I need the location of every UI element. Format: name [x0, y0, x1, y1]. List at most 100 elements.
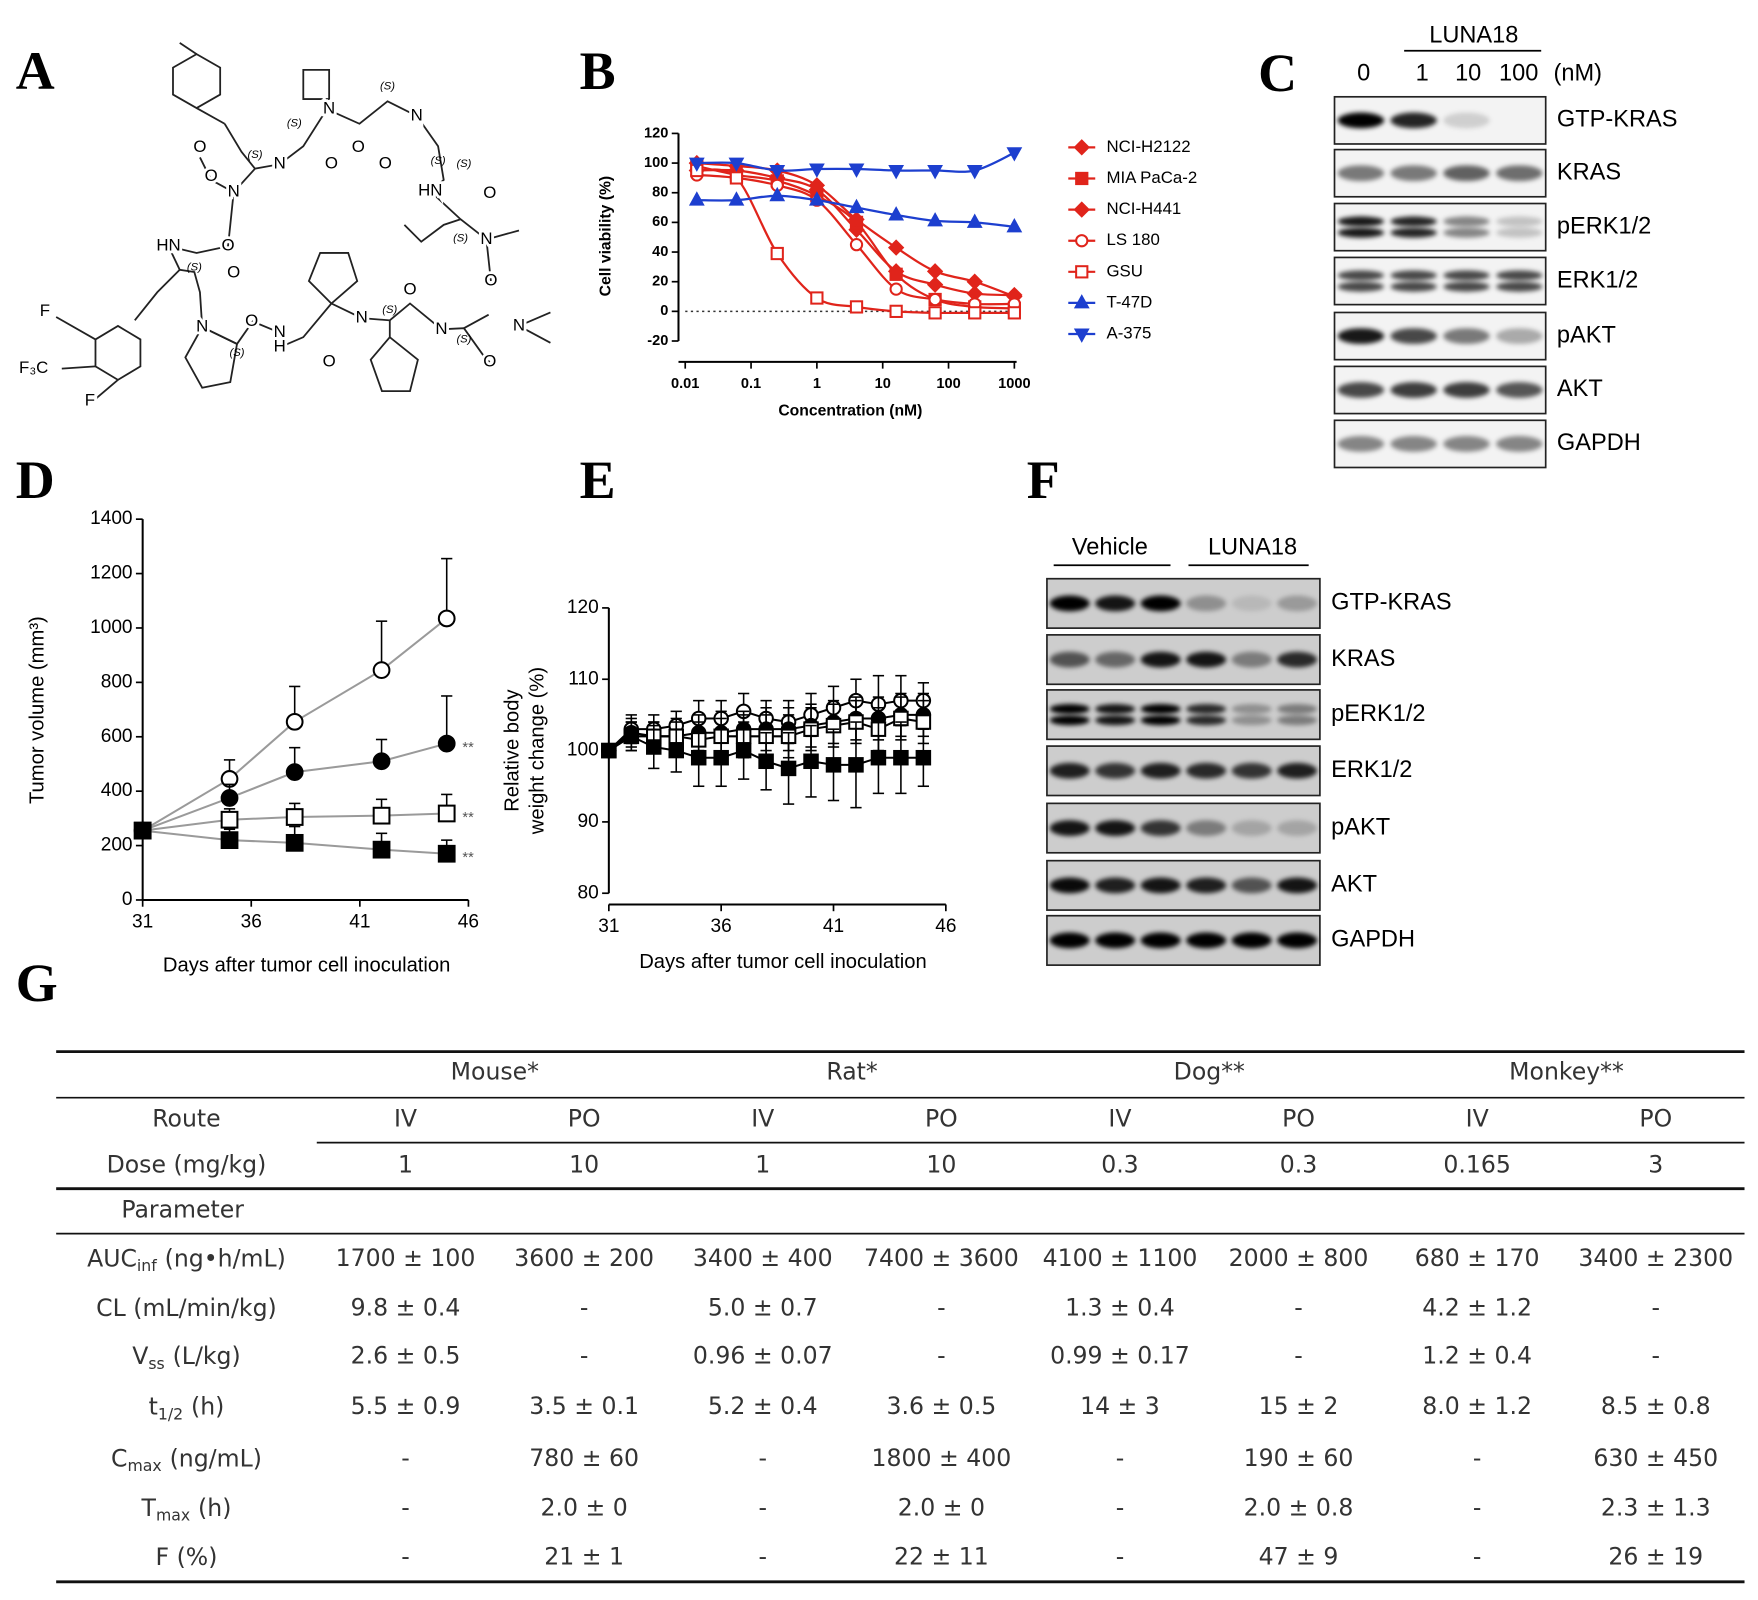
table-cell: - — [1652, 1293, 1661, 1321]
lane-label: 10 — [1455, 60, 1481, 86]
marker — [926, 263, 944, 280]
y-tick-label: 110 — [568, 668, 598, 689]
table-cell: 2.0 ± 0.8 — [1244, 1493, 1354, 1521]
y-axis-label: Tumor volume (mm³) — [27, 616, 49, 804]
x-tick-label: 36 — [711, 916, 732, 937]
blot-band — [1140, 820, 1181, 836]
panel-letter: G — [16, 953, 58, 1013]
stereo-label: (S) — [287, 118, 302, 130]
blot-band — [1277, 877, 1318, 894]
dose-cell: 1 — [755, 1151, 770, 1179]
table-cell: 780 ± 60 — [529, 1444, 639, 1472]
marker — [758, 753, 774, 770]
table-cell: 26 ± 19 — [1608, 1543, 1703, 1571]
table-cell: 8.5 ± 0.8 — [1601, 1392, 1711, 1420]
y-tick-label: 1200 — [90, 563, 132, 584]
table-cell: 3.6 ± 0.5 — [886, 1392, 996, 1420]
y-tick-label: 60 — [652, 214, 668, 230]
y-tick-label: 120 — [644, 125, 668, 141]
atom-label: O — [227, 263, 240, 282]
marker — [1075, 234, 1089, 248]
blot-band — [1277, 762, 1318, 779]
table-cell: 7400 ± 3600 — [864, 1244, 1019, 1272]
parameter-name: CL (mL/min/kg) — [96, 1293, 277, 1321]
table-cell: - — [401, 1543, 410, 1571]
blot-band — [1140, 877, 1181, 894]
table-cell: 14 ± 3 — [1080, 1392, 1160, 1420]
marker — [888, 206, 905, 221]
blot-row-label: GAPDH — [1331, 926, 1415, 952]
parameter-label: CL (mL/min/kg) — [96, 1293, 277, 1321]
structure-bonds — [55, 42, 551, 400]
stereo-label: (S) — [382, 304, 397, 316]
route-cell: IV — [1466, 1105, 1489, 1133]
y-axis-label: Relative body — [502, 688, 524, 811]
marker — [728, 191, 745, 206]
marker — [927, 164, 943, 180]
x-tick-label: 46 — [935, 916, 956, 937]
legend-label: T-47D — [1106, 292, 1152, 311]
y-tick-label: 200 — [101, 835, 133, 856]
table-cell: - — [758, 1543, 767, 1571]
table-cell: 4.2 ± 1.2 — [1422, 1293, 1532, 1321]
blot-band — [1049, 651, 1090, 668]
blot-band — [1186, 820, 1227, 836]
route-cell: IV — [394, 1105, 417, 1133]
marker — [926, 276, 944, 293]
annotation: ** — [462, 740, 474, 756]
blot-band — [1496, 436, 1543, 452]
blot-band — [1496, 165, 1543, 182]
stereo-label: (S) — [431, 155, 446, 167]
atom-label: N — [356, 308, 368, 327]
table-cell: 0.99 ± 0.17 — [1050, 1342, 1190, 1370]
marker — [889, 282, 903, 296]
route-cell: PO — [568, 1105, 601, 1133]
route-cell: PO — [925, 1105, 958, 1133]
species-header: Dog** — [1174, 1057, 1245, 1085]
blot-band — [1049, 715, 1090, 726]
blot-band — [1186, 877, 1227, 894]
blot-band — [1443, 112, 1490, 129]
x-tick-label: 1000 — [998, 376, 1030, 392]
marker — [915, 714, 932, 730]
blot-row-label: KRAS — [1331, 645, 1395, 671]
marker — [769, 186, 786, 202]
blot-band — [1337, 270, 1385, 281]
blot-strip — [1046, 859, 1321, 911]
parameter-subscript: max — [156, 1505, 190, 1524]
table-cell: 2.3 ± 1.3 — [1601, 1493, 1711, 1521]
dose-cell: 0.3 — [1101, 1151, 1139, 1179]
annotation: ** — [462, 810, 474, 826]
marker — [623, 728, 640, 745]
parameter-label: Vss (L/kg) — [132, 1342, 241, 1373]
atom-label: H — [274, 337, 286, 356]
x-tick-label: 41 — [823, 916, 844, 937]
dose-cell: 10 — [569, 1151, 599, 1179]
table-cell: 15 ± 2 — [1259, 1392, 1339, 1420]
lane-unit: (nM) — [1554, 60, 1602, 86]
table-cell: 1700 ± 100 — [336, 1244, 476, 1272]
blot-row-label: AKT — [1331, 871, 1377, 897]
blot-band — [1186, 932, 1227, 949]
route-cell: PO — [1282, 1105, 1315, 1133]
table-cell: 190 ± 60 — [1244, 1444, 1354, 1472]
parameter-unit: (h) — [191, 1392, 224, 1420]
table-cell: 3.5 ± 0.1 — [529, 1392, 639, 1420]
table-cell: 630 ± 450 — [1593, 1444, 1718, 1472]
blot-band — [1231, 703, 1272, 715]
blot-strip — [1046, 745, 1321, 797]
blot-band — [1390, 382, 1437, 398]
atom-label: N — [435, 319, 447, 338]
marker — [966, 213, 983, 228]
parameter-unit: (ng•h/mL) — [165, 1244, 286, 1272]
marker — [1007, 306, 1021, 320]
dose-cell: 10 — [926, 1151, 956, 1179]
blot-band — [1337, 227, 1385, 238]
dose-cell: 0.165 — [1443, 1151, 1511, 1179]
blot-band — [1049, 877, 1090, 894]
atom-label: O — [205, 166, 218, 185]
blot-band — [1496, 270, 1543, 281]
marker — [372, 661, 391, 680]
y-tick-label: 1000 — [90, 617, 132, 638]
x-tick-label: 31 — [598, 916, 619, 937]
